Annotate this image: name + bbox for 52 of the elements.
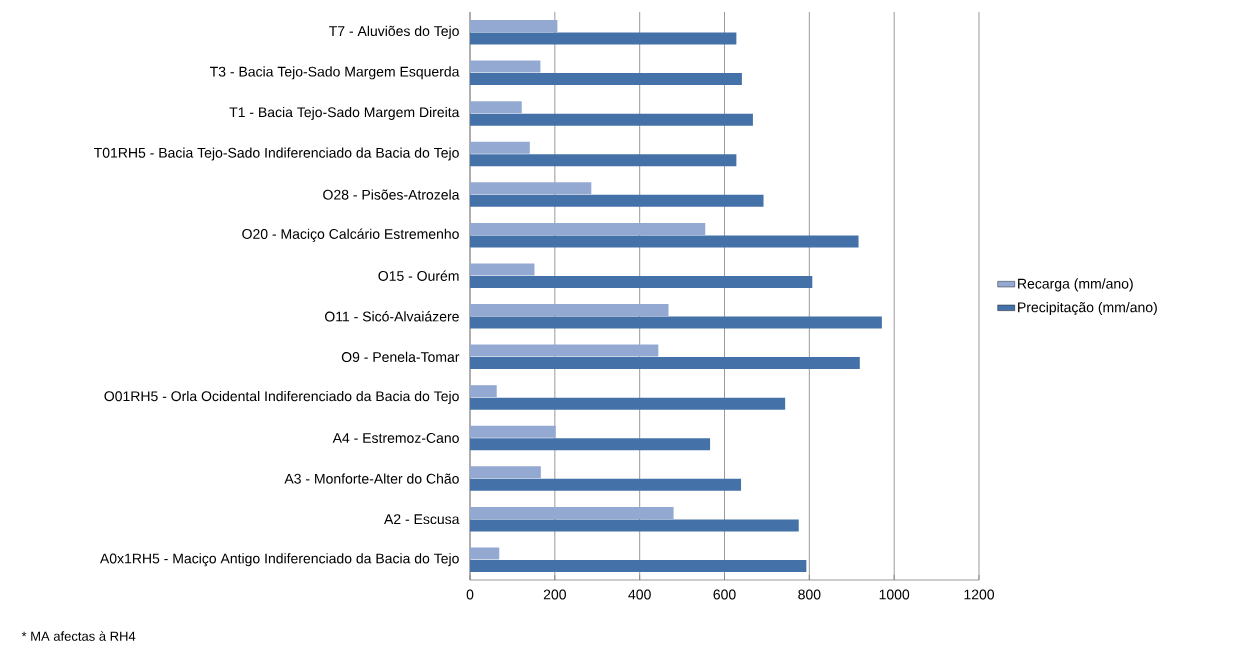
bar	[470, 275, 813, 288]
bar	[470, 385, 497, 398]
y-tick-label: A0x1RH5 - Maciço Antigo Indiferenciado da Bacia do Tejo	[99, 553, 459, 567]
bar	[470, 60, 541, 73]
bar	[470, 397, 786, 410]
x-tick-label: 600	[713, 589, 736, 600]
legend-label: Recarga (mm/ano)	[1018, 278, 1133, 292]
bar	[470, 559, 807, 572]
bar	[470, 466, 541, 479]
y-tick-label: T01RH5 - Bacia Tejo-Sado Indiferenciado da Bacia do Tejo	[94, 147, 459, 161]
bar	[470, 316, 882, 329]
x-tick-label: 1000	[879, 589, 910, 600]
bar	[470, 222, 706, 235]
bar	[470, 113, 753, 126]
bar	[470, 438, 711, 451]
bar	[470, 73, 742, 86]
y-tick-label: A2 - Escusa	[384, 514, 460, 525]
y-tick-label: T1 - Bacia Tejo-Sado Margem Direita	[229, 106, 460, 120]
bar	[470, 357, 860, 370]
x-tick-label: 1200	[964, 589, 995, 600]
x-tick-label: 400	[628, 589, 651, 600]
bar	[470, 304, 669, 317]
y-tick-label: O9 - Penela-Tomar	[341, 351, 460, 362]
x-tick-label: 0	[466, 589, 474, 600]
y-tick-label: O01RH5 - Orla Ocidental Indiferenciado da Bacia do Tejo	[104, 390, 459, 404]
y-tick-label: O20 - Maciço Calcário Estremenho	[242, 228, 459, 242]
x-tick-label: 200	[543, 589, 566, 600]
bar	[470, 101, 522, 114]
bar	[470, 141, 530, 154]
bar	[470, 263, 535, 276]
bar	[470, 182, 592, 195]
y-tick-label: T3 - Bacia Tejo-Sado Margem Esquerda	[209, 66, 460, 80]
bar	[470, 547, 500, 560]
y-tick-label: O28 - Pisões-Atrozela	[323, 189, 460, 200]
y-tick-label: A3 - Monforte-Alter do Chão	[284, 473, 459, 484]
bar	[470, 154, 737, 167]
x-tick-label: 800	[798, 589, 821, 600]
y-tick-label: A4 - Estremoz-Cano	[332, 433, 459, 443]
bar	[470, 425, 556, 438]
bar	[470, 506, 674, 519]
bar	[470, 32, 737, 45]
bar	[470, 519, 799, 532]
bar	[470, 478, 742, 491]
bar	[470, 235, 859, 248]
bar	[470, 20, 558, 33]
y-tick-label: O11 - Sicó-Alvaiázere	[325, 311, 459, 322]
y-tick-label: O15 - Ourém	[378, 270, 459, 281]
text: * MA afectas à RH4	[21, 631, 136, 641]
y-tick-label: T7 - Aluviões do Tejo	[329, 25, 459, 39]
bar	[470, 344, 659, 357]
legend-label: Precipitação (mm/ano)	[1018, 301, 1157, 316]
bar	[470, 194, 764, 207]
